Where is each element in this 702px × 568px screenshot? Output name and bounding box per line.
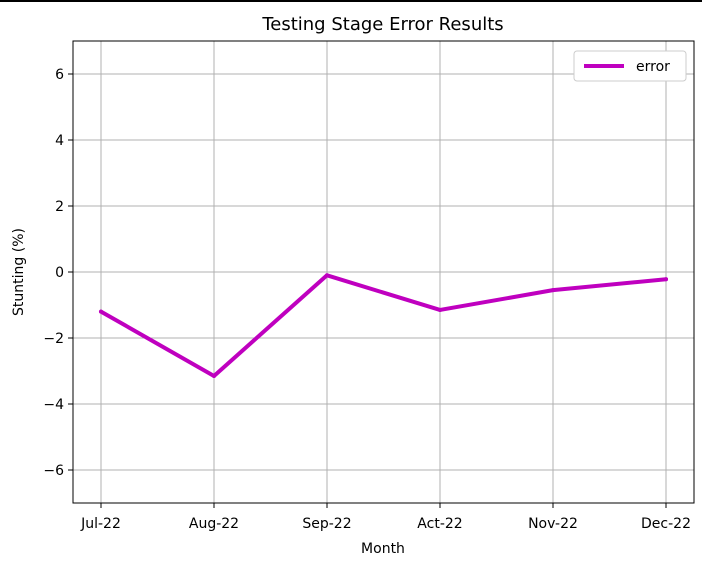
top-border-rule — [0, 0, 702, 2]
ticks-layer: Jul-22 Aug-22 Sep-22 Act-22 Nov-22 Dec-22 −6 −4… — [43, 67, 691, 532]
x-axis-title: Month — [361, 541, 405, 557]
chart-title: Testing Stage Error Results — [261, 14, 503, 35]
legend-label-error: error — [636, 59, 670, 75]
data-point — [664, 277, 668, 282]
x-tick-label: Act-22 — [417, 516, 462, 532]
x-tick-label: Aug-22 — [189, 516, 239, 532]
y-tick-label: 2 — [55, 199, 64, 215]
x-tick-label: Sep-22 — [302, 516, 351, 532]
data-point — [325, 273, 329, 278]
y-tick-label: 6 — [55, 67, 64, 83]
legend: error — [573, 50, 687, 82]
grid-layer — [73, 41, 694, 503]
y-tick-label: 0 — [55, 265, 64, 281]
data-point — [212, 373, 216, 378]
data-point — [551, 288, 555, 293]
series-layer — [99, 273, 668, 378]
x-tick-label: Jul-22 — [80, 516, 121, 532]
data-point — [438, 307, 442, 312]
series-line-error — [99, 273, 668, 378]
y-tick-label: −4 — [43, 397, 64, 413]
x-tick-label: Dec-22 — [641, 516, 691, 532]
y-axis-title: Stunting (%) — [11, 228, 27, 316]
y-tick-label: 4 — [55, 133, 64, 149]
y-tick-label: −6 — [43, 463, 64, 479]
x-tick-label: Nov-22 — [528, 516, 578, 532]
legend-box — [573, 50, 687, 82]
y-tick-label: −2 — [43, 331, 64, 347]
data-point — [99, 309, 103, 314]
